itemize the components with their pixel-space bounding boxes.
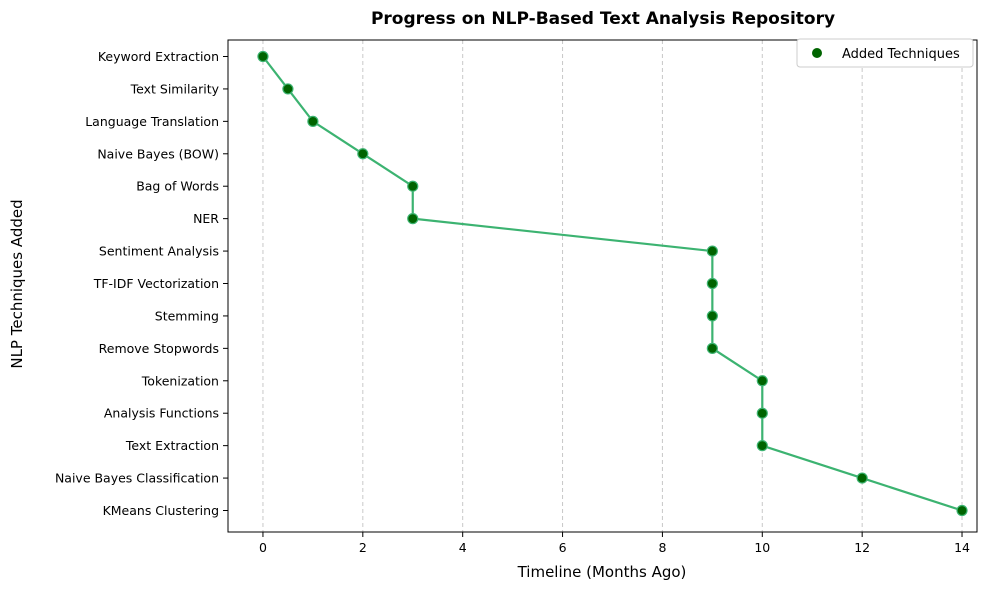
- series-markers: [257, 50, 968, 517]
- data-point: [706, 342, 718, 354]
- series-line: [262, 55, 963, 512]
- y-tick-label: KMeans Clustering: [103, 503, 219, 518]
- data-point: [756, 440, 768, 452]
- y-tick-label: Tokenization: [141, 373, 219, 388]
- y-tick-label: Text Extraction: [125, 438, 219, 453]
- x-tick-label: 6: [559, 540, 567, 555]
- data-point: [257, 50, 269, 63]
- x-tick-label: 14: [954, 540, 970, 555]
- x-tick-label: 0: [259, 540, 267, 555]
- data-point: [407, 213, 419, 225]
- y-tick-label: Sentiment Analysis: [99, 244, 219, 259]
- x-tick-label: 10: [754, 540, 770, 555]
- x-tick-label: 4: [459, 540, 467, 555]
- data-point: [282, 83, 294, 95]
- data-point: [756, 375, 768, 387]
- y-tick-label: Remove Stopwords: [99, 341, 219, 356]
- data-point: [307, 115, 319, 127]
- data-point: [756, 407, 768, 419]
- y-tick-label: Naive Bayes Classification: [55, 471, 219, 486]
- x-tick-label: 8: [658, 540, 666, 555]
- y-tick-label: Language Translation: [85, 114, 219, 129]
- y-tick-label: TF-IDF Vectorization: [93, 276, 219, 291]
- x-tick-label: 12: [854, 540, 870, 555]
- y-axis-title: NLP Techniques Added: [8, 199, 26, 368]
- data-point: [956, 504, 968, 517]
- y-axis-ticks: Keyword Extraction Text Similarity Languag…: [55, 49, 228, 518]
- legend-box: [796, 38, 974, 68]
- chart-legend: Added Techniques: [796, 38, 974, 68]
- data-point: [706, 310, 718, 322]
- data-point: [357, 148, 369, 160]
- y-tick-label: NER: [193, 211, 219, 226]
- legend-marker: [812, 48, 822, 58]
- plot-area-frame: [227, 39, 978, 533]
- x-axis-ticks: 0 2 4 6 8 10 12 14: [259, 532, 970, 555]
- data-point: [856, 472, 868, 484]
- y-tick-label: Naive Bayes (BOW): [97, 146, 219, 161]
- chart-title: Progress on NLP-Based Text Analysis Repo…: [371, 9, 835, 29]
- legend-label: Added Techniques: [842, 47, 960, 62]
- data-point: [407, 180, 419, 192]
- data-point: [706, 245, 718, 257]
- x-axis-title: Timeline (Months Ago): [517, 563, 687, 581]
- series-line-layer: [262, 55, 963, 512]
- y-tick-label: Keyword Extraction: [98, 49, 219, 64]
- x-tick-label: 2: [359, 540, 367, 555]
- grid-lines: [262, 40, 963, 532]
- y-tick-label: Stemming: [155, 308, 219, 323]
- y-tick-label: Bag of Words: [136, 179, 219, 194]
- y-tick-label: Text Similarity: [130, 81, 220, 96]
- data-point: [706, 277, 718, 290]
- y-tick-label: Analysis Functions: [104, 406, 219, 421]
